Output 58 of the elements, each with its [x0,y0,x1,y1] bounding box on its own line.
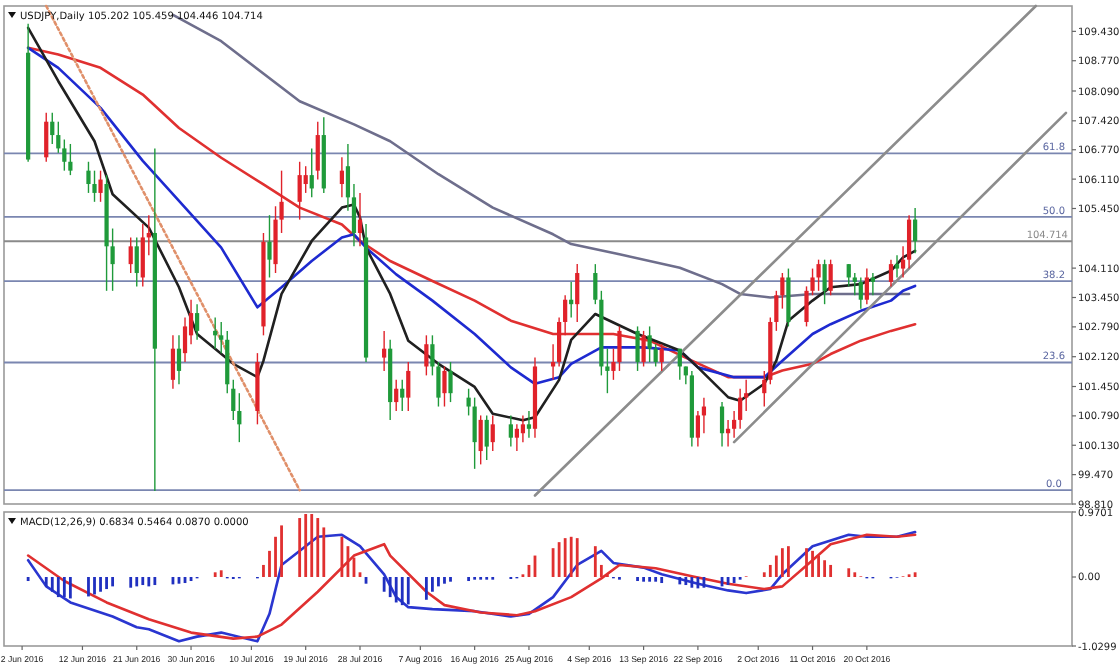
candlestick [98,169,103,203]
candlestick [484,414,489,461]
candlestick [647,325,652,363]
candlestick [194,303,200,341]
candlestick [526,410,532,439]
candlestick [828,258,833,296]
candlestick [68,143,73,176]
candlestick [858,276,863,310]
candlestick [297,161,302,221]
candlestick [641,330,646,368]
candlestick [424,334,429,377]
candlestick [888,258,894,288]
candlestick [170,334,176,390]
candlestick [140,223,145,288]
candlestick [448,361,453,403]
candlestick [134,236,139,288]
candlestick [303,165,308,194]
candlestick [478,414,483,466]
candlestick [339,156,345,199]
candlestick [659,343,664,372]
candlestick [738,388,743,430]
candlestick [92,169,97,203]
candlestick [617,325,622,372]
candlestick [86,161,91,194]
candlestick [176,334,182,385]
candlestick [394,379,399,412]
candlestick [846,263,851,288]
candlestick [864,267,869,305]
candlestick [472,396,477,470]
candlestick [406,361,411,412]
candlestick [315,121,320,181]
candlestick [357,192,363,248]
candlestick [870,272,875,296]
line-series [171,13,911,299]
candlestick [635,325,640,372]
candlestick [906,214,912,270]
candlestick [894,254,900,279]
candlestick [382,330,387,372]
candlestick [56,121,61,154]
candlestick [816,258,821,292]
candlestick [267,214,272,279]
candlestick [490,414,495,452]
candlestick [677,347,682,381]
candlestick [575,263,580,323]
candlestick [128,236,133,274]
candlestick [50,112,55,145]
candlestick [653,343,658,368]
candlestick [822,258,827,305]
candlestick [520,414,526,443]
candlestick [913,207,918,254]
candlestick [442,365,447,408]
candlestick [44,112,49,163]
candlestick [719,401,725,448]
candlestick [514,423,519,452]
candlestick [400,379,405,412]
candlestick [508,414,513,448]
candlestick [309,147,314,199]
candlestick [786,267,791,328]
